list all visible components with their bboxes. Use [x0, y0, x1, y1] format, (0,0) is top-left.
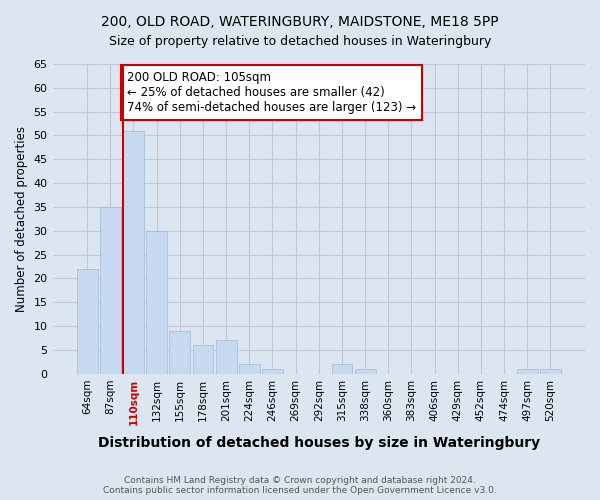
- Text: 200, OLD ROAD, WATERINGBURY, MAIDSTONE, ME18 5PP: 200, OLD ROAD, WATERINGBURY, MAIDSTONE, …: [101, 15, 499, 29]
- Bar: [332, 364, 352, 374]
- Bar: [216, 340, 236, 374]
- Bar: [239, 364, 260, 374]
- Bar: [517, 369, 538, 374]
- Bar: [123, 130, 144, 374]
- Bar: [100, 207, 121, 374]
- Bar: [540, 369, 561, 374]
- X-axis label: Distribution of detached houses by size in Wateringbury: Distribution of detached houses by size …: [98, 436, 540, 450]
- Text: Contains HM Land Registry data © Crown copyright and database right 2024.
Contai: Contains HM Land Registry data © Crown c…: [103, 476, 497, 495]
- Bar: [146, 231, 167, 374]
- Bar: [77, 269, 98, 374]
- Text: Size of property relative to detached houses in Wateringbury: Size of property relative to detached ho…: [109, 35, 491, 48]
- Bar: [262, 369, 283, 374]
- Bar: [355, 369, 376, 374]
- Text: 200 OLD ROAD: 105sqm
← 25% of detached houses are smaller (42)
74% of semi-detac: 200 OLD ROAD: 105sqm ← 25% of detached h…: [127, 71, 416, 114]
- Bar: [169, 331, 190, 374]
- Bar: [193, 345, 214, 374]
- Y-axis label: Number of detached properties: Number of detached properties: [15, 126, 28, 312]
